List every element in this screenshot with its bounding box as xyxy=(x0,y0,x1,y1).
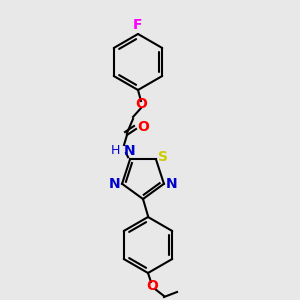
Text: N: N xyxy=(166,177,178,191)
Text: O: O xyxy=(137,120,149,134)
Text: F: F xyxy=(133,18,143,32)
Text: N: N xyxy=(108,177,120,191)
Text: N: N xyxy=(124,144,136,158)
Text: H: H xyxy=(111,145,120,158)
Text: S: S xyxy=(158,150,168,164)
Text: O: O xyxy=(146,279,158,293)
Text: O: O xyxy=(135,97,147,111)
